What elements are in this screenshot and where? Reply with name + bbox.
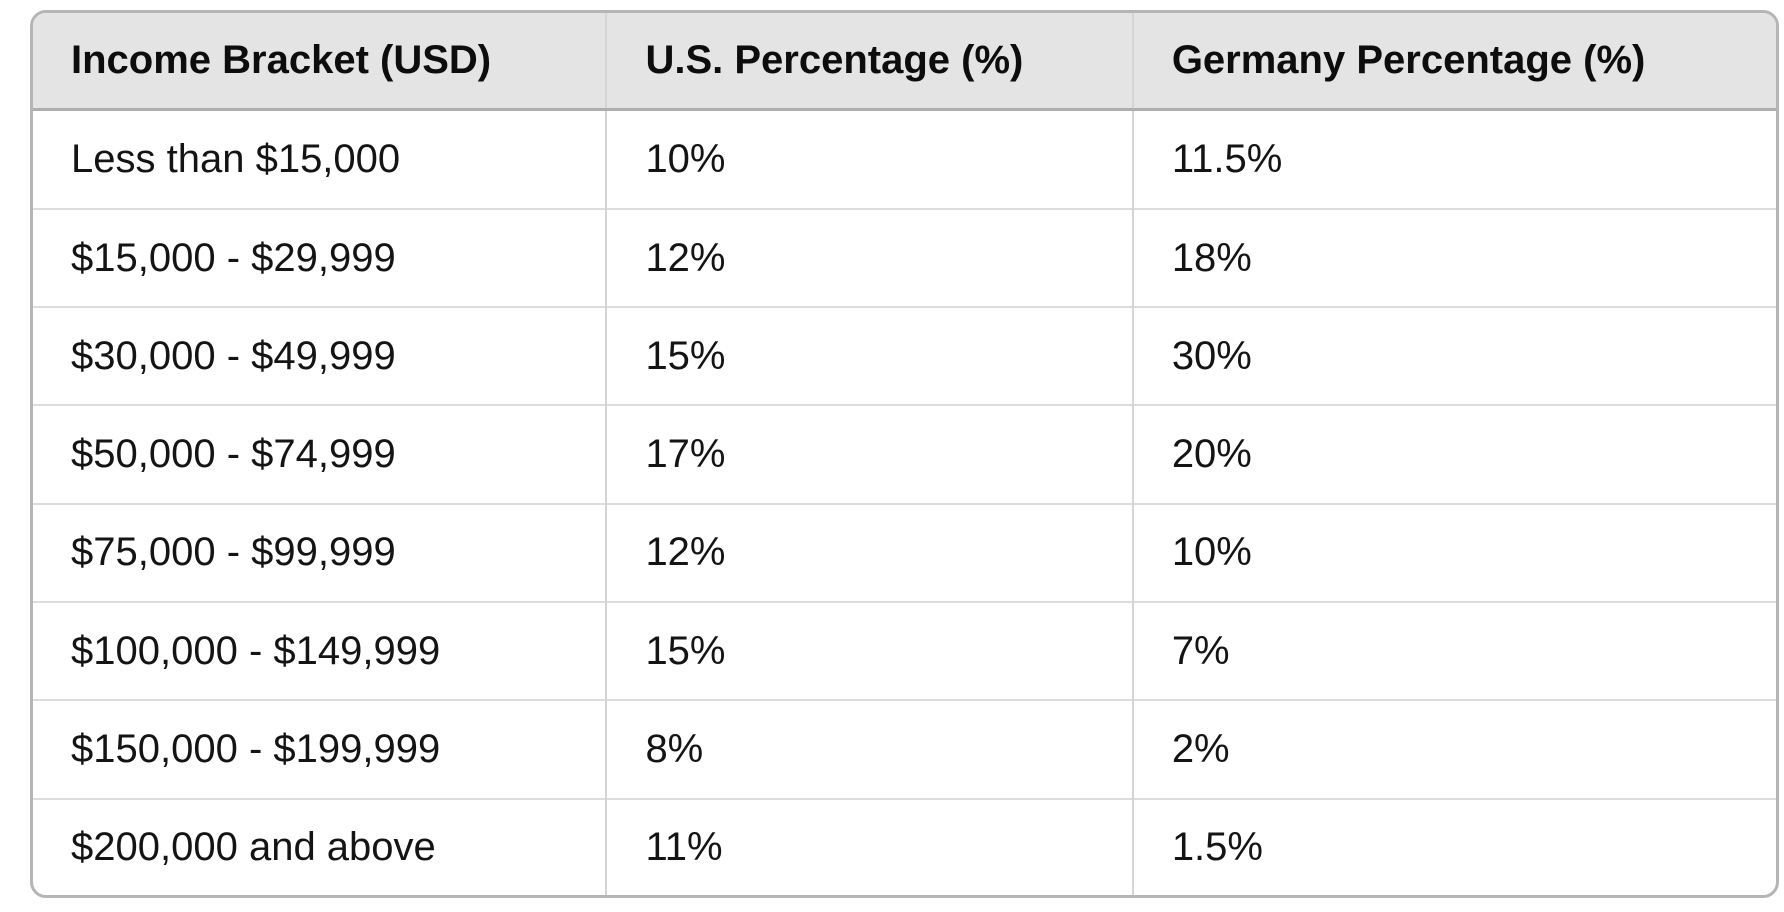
cell-income-bracket: $30,000 - $49,999 — [33, 306, 607, 406]
table-row: $30,000 - $49,999 15% 30% — [33, 306, 1776, 406]
table-row: $200,000 and above 11% 1.5% — [33, 797, 1776, 895]
header-cell-germany-percentage: Germany Percentage (%) — [1131, 13, 1776, 111]
cell-us-percentage: 17% — [605, 404, 1133, 504]
header-cell-income-bracket: Income Bracket (USD) — [33, 13, 607, 111]
cell-income-bracket: $75,000 - $99,999 — [33, 502, 607, 603]
cell-income-bracket: $150,000 - $199,999 — [33, 699, 607, 799]
table-row: $75,000 - $99,999 12% 10% — [33, 502, 1776, 603]
cell-us-percentage: 15% — [605, 601, 1133, 701]
cell-income-bracket: Less than $15,000 — [33, 108, 607, 209]
income-comparison-table-container: Income Bracket (USD) U.S. Percentage (%)… — [30, 10, 1779, 898]
cell-germany-percentage: 11.5% — [1131, 108, 1776, 209]
cell-us-percentage: 10% — [605, 108, 1133, 209]
cell-germany-percentage: 7% — [1131, 601, 1776, 701]
income-comparison-table: Income Bracket (USD) U.S. Percentage (%)… — [33, 13, 1776, 895]
cell-us-percentage: 12% — [605, 502, 1133, 603]
header-row: Income Bracket (USD) U.S. Percentage (%)… — [33, 13, 1776, 111]
cell-germany-percentage: 18% — [1131, 207, 1776, 308]
cell-income-bracket: $50,000 - $74,999 — [33, 404, 607, 504]
cell-us-percentage: 12% — [605, 207, 1133, 308]
table-body: Less than $15,000 10% 11.5% $15,000 - $2… — [33, 108, 1776, 895]
cell-income-bracket: $15,000 - $29,999 — [33, 207, 607, 308]
cell-us-percentage: 15% — [605, 306, 1133, 406]
cell-income-bracket: $100,000 - $149,999 — [33, 601, 607, 701]
cell-germany-percentage: 30% — [1131, 306, 1776, 406]
table-row: $50,000 - $74,999 17% 20% — [33, 404, 1776, 504]
cell-germany-percentage: 20% — [1131, 404, 1776, 504]
cell-income-bracket: $200,000 and above — [33, 797, 607, 895]
table-row: $15,000 - $29,999 12% 18% — [33, 207, 1776, 308]
table-row: $100,000 - $149,999 15% 7% — [33, 601, 1776, 701]
cell-germany-percentage: 1.5% — [1131, 797, 1776, 895]
cell-us-percentage: 8% — [605, 699, 1133, 799]
table-row: $150,000 - $199,999 8% 2% — [33, 699, 1776, 799]
header-cell-us-percentage: U.S. Percentage (%) — [605, 13, 1133, 111]
cell-germany-percentage: 2% — [1131, 699, 1776, 799]
cell-germany-percentage: 10% — [1131, 502, 1776, 603]
cell-us-percentage: 11% — [605, 797, 1133, 895]
table-row: Less than $15,000 10% 11.5% — [33, 108, 1776, 209]
table-header: Income Bracket (USD) U.S. Percentage (%)… — [33, 13, 1776, 111]
